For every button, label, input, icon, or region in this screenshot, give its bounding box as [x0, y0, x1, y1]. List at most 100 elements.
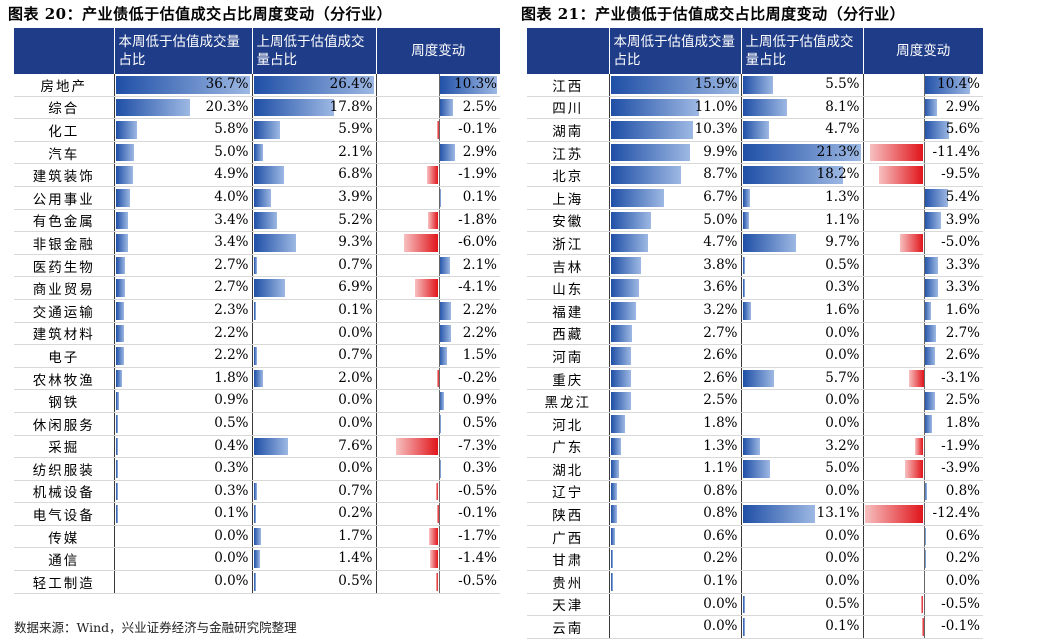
row-category: 传媒: [14, 525, 115, 549]
cell-previous-week: 9.3%: [252, 231, 377, 255]
data-bar-previous-week: [742, 211, 749, 230]
table-row: 医药生物 2.7% 0.7% 2.1%: [14, 254, 500, 278]
zero-axis-line: [923, 593, 925, 616]
table-header-row: 本周低于估值成交量占比 上周低于估值成交量占比 周度变动: [527, 28, 983, 74]
zero-axis-line: [438, 412, 440, 435]
value-previous-week: 0.0%: [825, 550, 860, 567]
value-current-week: 20.3%: [205, 98, 249, 115]
cell-current-week: 0.1%: [609, 570, 742, 594]
cell-weekly-change: -1.9%: [863, 435, 983, 459]
data-bar-increase: [438, 188, 441, 207]
data-bar-decrease: [403, 234, 439, 252]
value-previous-week: 6.9%: [338, 279, 373, 296]
header-weekly-change: 周度变动: [375, 28, 500, 74]
cell-weekly-change: 3.3%: [863, 254, 983, 278]
value-previous-week: 0.5%: [338, 573, 373, 590]
data-bar-current-week: [610, 234, 649, 252]
value-current-week: 2.2%: [214, 347, 249, 364]
row-category: 陕西: [527, 502, 610, 526]
cell-previous-week: 6.8%: [252, 163, 377, 187]
value-current-week: 2.6%: [703, 347, 738, 364]
cell-current-week: 0.4%: [114, 435, 253, 459]
data-bar-decrease: [921, 595, 924, 614]
cell-weekly-change: 3.3%: [863, 276, 983, 300]
value-weekly-change: 2.2%: [462, 301, 497, 318]
data-bar-increase: [438, 76, 497, 94]
table-row: 休闲服务 0.5% 0.0% 0.5%: [14, 412, 500, 436]
zero-axis-line: [438, 367, 440, 390]
data-bar-current-week: [610, 460, 620, 478]
data-bar-current-week: [115, 369, 123, 388]
data-bar-increase: [923, 392, 935, 410]
row-category: 北京: [527, 163, 610, 187]
value-previous-week: 0.0%: [338, 392, 373, 409]
cell-weekly-change: -0.5%: [863, 593, 983, 617]
value-current-week: 5.0%: [214, 143, 249, 160]
table-row: 四川 11.0% 8.1% 2.9%: [527, 96, 983, 120]
cell-weekly-change: -5.0%: [863, 231, 983, 255]
value-weekly-change: 2.9%: [945, 98, 980, 115]
zero-axis-line: [923, 74, 925, 96]
value-weekly-change: -12.4%: [932, 505, 980, 522]
value-weekly-change: -0.1%: [458, 505, 497, 522]
row-category: 辽宁: [527, 480, 610, 504]
zero-axis-line: [923, 548, 925, 571]
row-category: 公用事业: [14, 186, 115, 210]
cell-current-week: 0.2%: [609, 547, 742, 572]
cell-previous-week: 0.0%: [252, 322, 377, 346]
value-weekly-change: -0.2%: [458, 369, 497, 386]
data-bar-increase: [923, 527, 927, 546]
zero-axis-line: [438, 571, 440, 593]
value-previous-week: 1.4%: [338, 550, 373, 567]
table-row: 江苏 9.9% 21.3% -11.4%: [527, 141, 983, 165]
cell-weekly-change: 5.6%: [863, 118, 983, 142]
zero-axis-line: [923, 322, 925, 345]
value-weekly-change: 10.4%: [937, 76, 980, 92]
value-previous-week: 1.6%: [825, 301, 860, 318]
value-weekly-change: 2.6%: [945, 347, 980, 364]
cell-current-week: 2.5%: [609, 389, 742, 413]
header-previous-week: 上周低于估值成交量占比: [251, 28, 376, 74]
cell-weekly-change: 2.5%: [376, 96, 500, 120]
data-bar-current-week: [115, 98, 190, 117]
cell-current-week: 0.0%: [114, 525, 253, 549]
value-weekly-change: -1.9%: [941, 437, 980, 454]
value-current-week: 2.7%: [214, 279, 249, 296]
data-bar-increase: [438, 98, 453, 117]
row-category: 医药生物: [14, 254, 115, 278]
cell-weekly-change: 0.2%: [863, 547, 983, 572]
zero-axis-line: [438, 232, 440, 254]
data-bar-decrease: [900, 234, 924, 252]
data-bar-increase: [438, 301, 451, 320]
value-previous-week: 6.8%: [338, 166, 373, 183]
data-bar-previous-week: [253, 211, 278, 230]
value-previous-week: 1.3%: [825, 188, 860, 205]
row-category: 电子: [14, 344, 115, 368]
zero-axis-line: [923, 480, 925, 503]
data-bar-previous-week: [742, 98, 788, 117]
value-previous-week: 0.0%: [825, 527, 860, 544]
data-bar-current-week: [610, 188, 665, 207]
value-weekly-change: -5.0%: [941, 234, 980, 251]
cell-current-week: 0.0%: [609, 615, 742, 639]
data-bar-increase: [923, 211, 942, 230]
table-row: 纺织服装 0.3% 0.0% 0.3%: [14, 457, 500, 481]
data-bar-decrease: [921, 618, 924, 636]
data-bar-previous-week: [742, 595, 746, 614]
cell-weekly-change: -9.5%: [863, 163, 983, 187]
zero-axis-line: [923, 186, 925, 209]
value-current-week: 0.6%: [703, 527, 738, 544]
data-bar-current-week: [115, 121, 137, 139]
cell-current-week: 0.0%: [114, 570, 253, 594]
cell-previous-week: 1.6%: [741, 299, 864, 323]
value-current-week: 0.1%: [703, 573, 738, 590]
cell-weekly-change: -3.9%: [863, 457, 983, 481]
data-bar-previous-week: [742, 279, 745, 297]
table-row: 传媒 0.0% 1.7% -1.7%: [14, 525, 500, 549]
zero-axis-line: [438, 525, 440, 548]
data-bar-previous-week: [742, 166, 844, 184]
value-previous-week: 1.1%: [825, 211, 860, 228]
table-row: 黑龙江 2.5% 0.0% 2.5%: [527, 389, 983, 413]
table-row: 湖南 10.3% 4.7% 5.6%: [527, 118, 983, 142]
data-bar-increase: [438, 460, 441, 478]
